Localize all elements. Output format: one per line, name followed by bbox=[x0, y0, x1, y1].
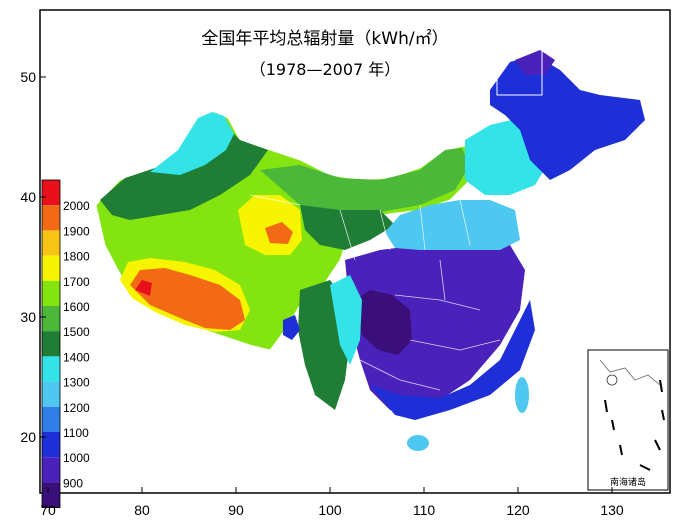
region-northeast-blue bbox=[490, 55, 645, 180]
island-taiwan bbox=[515, 377, 529, 413]
legend-label: 1200 bbox=[63, 401, 90, 415]
region-sichuan-darkest bbox=[355, 290, 412, 355]
x-tick-label: 80 bbox=[134, 502, 150, 518]
legend-label: 1700 bbox=[63, 275, 90, 289]
y-tick-label: 30 bbox=[20, 309, 36, 325]
region-south-blue bbox=[370, 300, 535, 420]
legend-label: 1400 bbox=[63, 350, 90, 364]
legend-swatch bbox=[42, 482, 60, 508]
x-axis-ticks: 70 80 90 100 110 120 130 bbox=[40, 487, 624, 518]
legend-label: 1900 bbox=[63, 224, 90, 238]
x-tick-label: 130 bbox=[600, 502, 624, 518]
legend-swatch bbox=[42, 280, 60, 306]
inset-boundary-dashes bbox=[604, 379, 665, 471]
legend-label: 900 bbox=[63, 476, 83, 490]
legend-swatch bbox=[42, 432, 60, 458]
region-qinghai-orange bbox=[265, 222, 293, 244]
region-northeast-purple bbox=[515, 50, 555, 75]
region-xinjiang-light bbox=[150, 112, 234, 175]
province-borders bbox=[249, 194, 501, 391]
island-hainan bbox=[407, 435, 429, 451]
region-tibet-orange bbox=[130, 268, 245, 330]
inset-label: 南海诸岛 bbox=[610, 476, 646, 488]
legend-swatch bbox=[42, 457, 60, 483]
legend-label: 1500 bbox=[63, 325, 90, 339]
legend-swatch bbox=[42, 230, 60, 256]
inset-coastline bbox=[599, 359, 661, 386]
region-yunnan-cyan bbox=[330, 275, 362, 365]
legend-swatch bbox=[42, 255, 60, 281]
region-central-purple bbox=[345, 240, 525, 415]
x-tick-label: 110 bbox=[413, 502, 436, 518]
region-mongolia-green bbox=[260, 148, 470, 215]
x-tick-label: 100 bbox=[318, 502, 342, 518]
legend-swatch bbox=[42, 356, 60, 382]
legend-swatch bbox=[42, 406, 60, 432]
legend-label: 1000 bbox=[63, 451, 90, 465]
y-tick-label: 20 bbox=[20, 429, 36, 445]
legend-swatch bbox=[42, 180, 60, 206]
y-axis-ticks: 20 30 40 50 bbox=[20, 69, 46, 445]
y-tick-label: 50 bbox=[20, 69, 36, 85]
inset-frame bbox=[587, 349, 669, 491]
legend-label: 1600 bbox=[63, 300, 90, 314]
legend: 2000 1900 1800 1700 1600 1500 1400 1300 1200 1100… bbox=[41, 179, 90, 509]
region-north-dark bbox=[300, 205, 395, 250]
region-tibet-red bbox=[135, 280, 152, 296]
legend-label: 1100 bbox=[63, 426, 89, 440]
x-tick-label: 90 bbox=[228, 502, 244, 518]
china-landmass bbox=[95, 50, 645, 451]
south-sea-inset: 南海诸岛 bbox=[587, 349, 669, 491]
legend-swatch bbox=[42, 381, 60, 407]
y-tick-label: 40 bbox=[20, 189, 36, 205]
x-tick-label: 120 bbox=[506, 502, 530, 518]
map-title: 全国年平均总辐射量（kWh/㎡） bbox=[201, 29, 448, 49]
region-west-blue-spot bbox=[283, 315, 300, 340]
legend-label: 1300 bbox=[63, 376, 90, 390]
legend-label: 2000 bbox=[63, 199, 90, 213]
highlight-box bbox=[496, 34, 543, 96]
legend-border bbox=[41, 179, 61, 509]
x-tick-label: 70 bbox=[40, 502, 56, 518]
legend-swatch bbox=[42, 205, 60, 231]
inset-island bbox=[606, 374, 618, 386]
legend-swatch bbox=[42, 331, 60, 357]
region-northchina-cyan bbox=[385, 200, 520, 250]
legend-swatch bbox=[42, 306, 60, 332]
legend-label: 1800 bbox=[63, 250, 90, 264]
map-subtitle: （1978—2007 年） bbox=[250, 60, 401, 79]
